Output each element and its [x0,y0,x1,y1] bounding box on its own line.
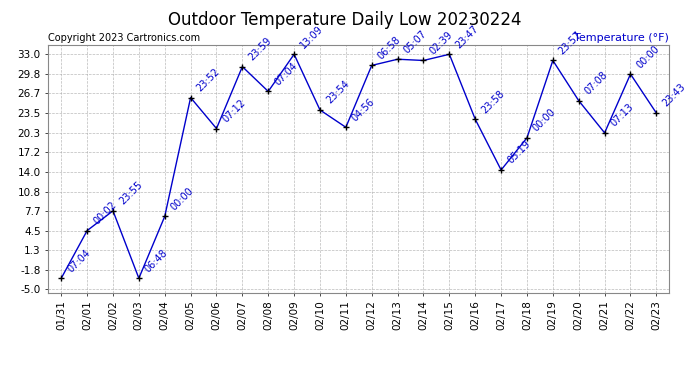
Text: 00:00: 00:00 [169,186,195,212]
Text: 04:56: 04:56 [350,96,377,123]
Text: 05:19: 05:19 [505,139,532,166]
Text: 07:13: 07:13 [609,102,635,129]
Text: 02:39: 02:39 [428,30,455,56]
Text: 23:54: 23:54 [324,79,351,106]
Text: Copyright 2023 Cartronics.com: Copyright 2023 Cartronics.com [48,33,200,42]
Text: 23:57: 23:57 [557,29,584,56]
Text: 05:07: 05:07 [402,28,428,55]
Text: 23:43: 23:43 [660,82,687,109]
Text: 23:47: 23:47 [453,23,480,50]
Text: 23:52: 23:52 [195,66,221,93]
Text: 06:58: 06:58 [376,34,403,61]
Text: 13:09: 13:09 [298,23,325,50]
Text: 00:02: 00:02 [91,200,118,226]
Text: Outdoor Temperature Daily Low 20230224: Outdoor Temperature Daily Low 20230224 [168,11,522,29]
Text: 07:08: 07:08 [583,70,610,96]
Text: 00:00: 00:00 [531,107,558,134]
Text: 07:12: 07:12 [221,98,248,124]
Text: 23:59: 23:59 [246,36,273,63]
Text: 00:00: 00:00 [635,43,661,70]
Text: 07:04: 07:04 [273,60,299,87]
Text: 06:48: 06:48 [143,248,170,274]
Text: 07:04: 07:04 [66,248,92,274]
Text: 23:55: 23:55 [117,180,144,207]
Text: 23:58: 23:58 [480,88,506,115]
Text: Temperature (°F): Temperature (°F) [574,33,669,42]
